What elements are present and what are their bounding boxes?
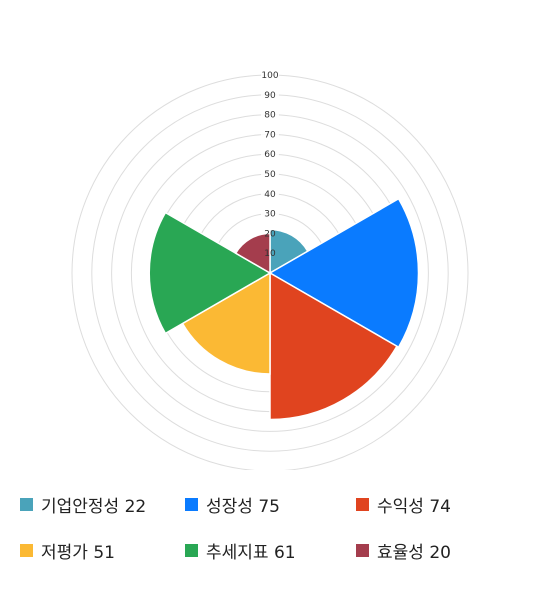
tick-label-50: 50 [264,170,276,180]
radial-tick-labels: 10 20 30 40 50 60 70 80 90 100 [261,69,279,259]
tick-label-90: 90 [264,91,276,101]
tick-label-80: 80 [264,111,276,121]
sectors [148,197,420,421]
legend-label-0: 기업안정성 22 [41,496,147,517]
sector-4[interactable] [148,211,272,335]
polar-chart: 10 20 30 40 50 60 70 80 90 100 [71,69,469,470]
tick-label-10: 10 [264,249,276,259]
sector-3[interactable] [181,271,271,375]
legend-label-3: 저평가 51 [41,542,115,563]
legend-swatch-5 [356,543,369,557]
legend-swatch-1 [185,497,198,511]
tick-label-40: 40 [264,190,276,200]
legend-swatch-4 [185,543,198,557]
tick-label-20: 20 [264,229,276,239]
tick-label-bg-30 [261,207,279,219]
tick-label-bg-50 [261,168,279,179]
tick-label-bg-80 [261,108,279,120]
legend-swatch-2 [356,497,369,511]
tick-label-100: 100 [261,71,278,81]
legend-item-5[interactable]: 효율성 20 [356,538,451,563]
tick-label-bg-40 [261,187,279,199]
sector-5[interactable] [234,232,271,275]
sector-0[interactable] [269,228,309,275]
tick-label-70: 70 [264,130,276,140]
legend-label-1: 성장성 75 [206,496,280,517]
tick-label-bg-100 [261,69,279,80]
legend-item-0[interactable]: 기업안정성 22 [20,492,147,517]
legend-item-3[interactable]: 저평가 51 [20,538,115,563]
legend-label-5: 효율성 20 [377,542,451,563]
legend: 기업안정성 22 성장성 75 수익성 74 저평가 51 추세지표 61 효율… [0,480,540,580]
legend-swatch-3 [20,543,33,557]
legend-item-4[interactable]: 추세지표 61 [185,538,296,563]
legend-swatch-0 [20,497,33,511]
tick-label-bg-90 [261,88,279,100]
tick-label-bg-70 [261,128,279,140]
sector-2[interactable] [269,271,398,421]
tick-label-30: 30 [264,210,276,220]
legend-item-1[interactable]: 성장성 75 [185,492,280,517]
legend-item-2[interactable]: 수익성 74 [356,492,451,517]
sector-1[interactable] [268,197,420,349]
legend-label-2: 수익성 74 [377,496,451,517]
tick-label-60: 60 [264,150,276,160]
legend-label-4: 추세지표 61 [206,542,296,563]
tick-label-bg-60 [261,148,279,160]
